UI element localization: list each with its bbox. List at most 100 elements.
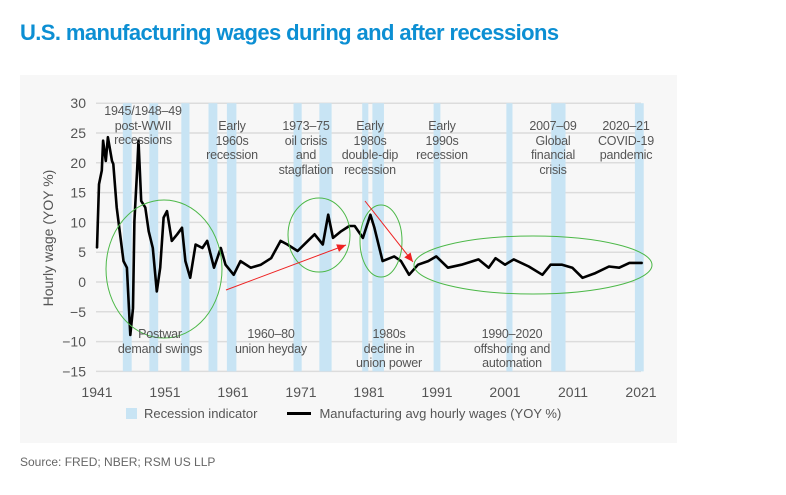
recession-band [293,103,302,372]
highlight-ellipse [287,197,351,273]
annotation-early-1990s: Early 1990s recession [416,119,468,162]
wage-data-point [102,139,104,142]
chart-title: U.S. manufacturing wages during and afte… [20,20,559,45]
wage-data-point [159,266,162,269]
wage-data-point [279,240,282,242]
wage-data-point [608,265,610,268]
annotation-oil-crisis: 1973–75 oil crisis and stagflation [278,119,334,177]
legend: Recession indicator Manufacturing avg ho… [126,406,561,421]
recession-band [362,103,369,372]
wage-data-point [561,263,563,266]
recession-band [319,103,332,372]
legend-line-swatch [287,412,312,415]
arrowhead-icon [404,252,413,262]
x-tick-label: 1951 [149,384,180,400]
legend-line-label: Manufacturing avg hourly wages (YOY %) [319,406,562,421]
wage-data-point [107,136,109,138]
wage-series-line [95,135,643,337]
wage-data-point [137,139,140,142]
wage-data-point [181,226,183,229]
wage-data-point [393,255,395,258]
wage-data-point [571,266,574,269]
recession-band [181,103,190,372]
wage-data-point [260,263,262,266]
wage-data-point [408,274,410,276]
wage-data-point [201,247,204,249]
recession-band [506,103,513,372]
wage-data-point [362,237,364,239]
wage-data-point [549,263,552,266]
wage-data-point [373,226,376,229]
y-tick-label: 20 [70,155,86,171]
x-tick-label: 1961 [217,384,248,400]
wage-data-point [213,266,215,269]
wage-data-point [132,307,134,310]
wage-data-point [286,243,289,246]
source-note: Source: FRED; NBER; RSM US LLP [20,455,216,469]
wage-data-point [239,260,242,262]
x-tick-label: 1981 [353,384,384,400]
wage-data-point [249,266,252,269]
wage-data-point [111,160,113,162]
wage-data-point [340,230,342,233]
wage-data-point [166,210,168,212]
wage-data-point [156,290,158,293]
wage-data-point [460,263,463,266]
wage-data-point [224,263,227,266]
wage-data-point [296,250,299,252]
recession-band [433,103,441,372]
wage-data-point [115,206,118,209]
wage-data-point [219,247,222,249]
wage-data-point [494,257,497,259]
wage-data-point [98,183,100,186]
wage-data-point [327,213,330,216]
wage-data-point [112,163,115,165]
x-tick-label: 2011 [558,384,588,400]
wage-data-point [417,263,419,266]
y-tick-label: 30 [70,95,86,111]
wage-data-point [100,169,103,172]
wage-data-point [126,266,128,269]
y-tick-label: 0 [78,274,86,290]
wage-data-point [194,243,197,246]
y-tick-label: −10 [62,334,86,350]
wage-data-point [136,169,138,172]
annotation-early-1960s: Early 1960s recession [206,119,258,162]
wage-data-point [162,216,165,219]
wage-data-point [504,263,506,266]
recession-band [634,103,644,372]
annotation-union-heyday: 1960–80 union heyday [235,327,307,356]
wage-data-point [313,233,316,236]
wage-data-point [618,266,621,269]
wage-data-point [321,243,324,246]
wage-data-point [332,237,334,239]
wage-data-point [171,240,173,242]
annotation-offshoring: 1990–2020 offshoring and automation [473,327,551,370]
wage-data-point [151,247,154,249]
x-tick-label: 1971 [285,384,316,400]
wage-data-point [119,233,121,236]
wage-data-point [513,258,515,261]
y-tick-label: 15 [70,185,86,201]
wage-data-point [541,274,544,276]
wage-data-point [628,262,631,264]
wage-data-point [147,230,150,233]
wage-data-point [189,277,191,279]
legend-recession-label: Recession indicator [144,406,258,421]
wage-data-point [129,334,132,336]
wage-data-point [133,220,136,223]
highlight-ellipse [359,204,403,278]
annotation-union-decline: 1980s decline in union power [356,327,422,370]
y-tick-label: 5 [78,244,86,260]
x-tick-label: 1941 [81,384,112,400]
wage-data-point [427,260,429,262]
legend-recession-swatch [126,408,137,419]
wage-data-point [176,233,179,236]
y-axis-label: Hourly wage (YOY %) [40,170,56,307]
highlight-ellipse [105,199,223,339]
wage-data-point [270,257,272,259]
recession-band [551,103,566,372]
wage-data-point [140,200,142,202]
wage-data-point [487,266,490,269]
